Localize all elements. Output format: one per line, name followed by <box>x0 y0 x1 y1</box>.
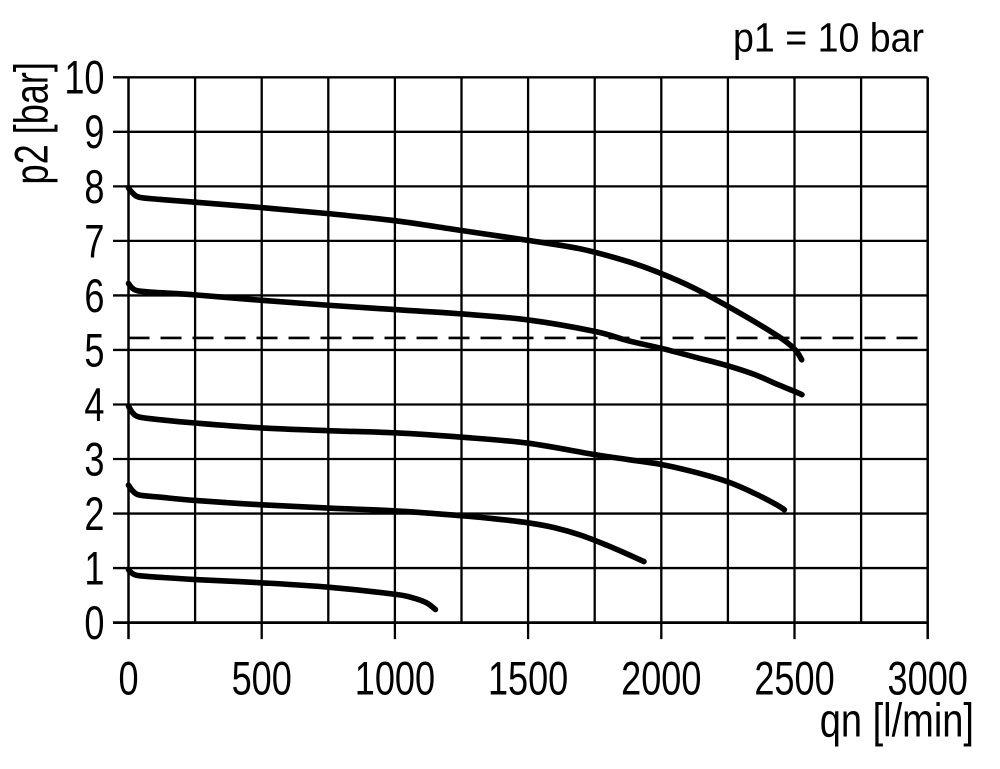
x-tick-label-1500: 1500 <box>488 652 568 705</box>
grid-lines <box>113 76 929 640</box>
curve-1bar <box>125 566 439 613</box>
x-axis-label: qn [l/min] <box>820 694 974 747</box>
flow-curves <box>125 185 805 613</box>
y-tick-label-6: 6 <box>84 269 104 322</box>
y-tick-label-4: 4 <box>84 378 104 431</box>
curve-8bar <box>125 185 805 363</box>
curve-2bar <box>125 482 647 565</box>
y-tick-label-5: 5 <box>84 324 104 377</box>
y-axis-label: p2 [bar] <box>5 62 58 184</box>
x-tick-label-0: 0 <box>118 652 138 705</box>
curve-4bar <box>125 403 788 513</box>
x-tick-label-2500: 2500 <box>754 652 834 705</box>
y-tick-label-8: 8 <box>84 160 104 213</box>
x-tick-label-2000: 2000 <box>621 652 701 705</box>
x-tick-label-500: 500 <box>232 652 292 705</box>
y-tick-label-10: 10 <box>64 51 104 104</box>
x-tick-label-3000: 3000 <box>888 652 968 705</box>
chart-title: p1 = 10 bar <box>733 16 924 62</box>
y-tick-label-9: 9 <box>84 105 104 158</box>
curve-6bar <box>125 280 805 398</box>
y-tick-label-3: 3 <box>84 433 104 486</box>
x-tick-label-1000: 1000 <box>355 652 435 705</box>
y-tick-label-2: 2 <box>84 487 104 540</box>
y-tick-label-1: 1 <box>84 542 104 595</box>
y-tick-label-7: 7 <box>84 215 104 268</box>
y-tick-label-0: 0 <box>84 596 104 649</box>
